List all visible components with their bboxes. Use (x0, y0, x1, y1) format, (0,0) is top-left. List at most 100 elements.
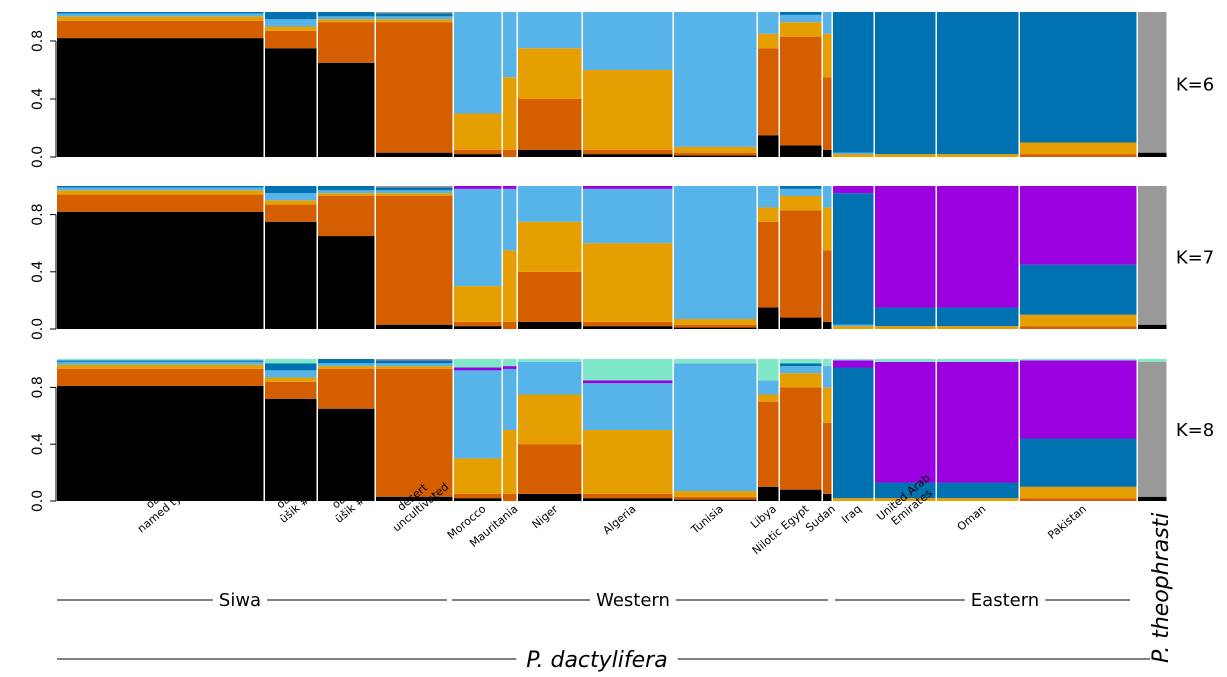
segment (57, 211, 264, 329)
segment (823, 149, 832, 157)
segment (454, 154, 502, 157)
segment (1138, 324, 1167, 329)
segment (376, 187, 453, 191)
segment (674, 155, 757, 157)
segment (583, 149, 673, 155)
segment (57, 187, 264, 191)
segment (503, 186, 517, 189)
segment (937, 498, 1019, 501)
segment (833, 326, 874, 329)
segment (57, 368, 264, 386)
segment (318, 196, 375, 237)
segment (454, 188, 502, 287)
region-label: Siwa (219, 590, 261, 611)
y-tick-label: 0.8 (30, 376, 46, 398)
segment (518, 12, 582, 49)
segment (833, 324, 874, 327)
segment (875, 154, 936, 157)
segment (318, 363, 375, 367)
segment (265, 377, 317, 382)
segment (57, 360, 264, 362)
segment (1138, 359, 1167, 362)
segment (1138, 12, 1167, 153)
segment (518, 394, 582, 445)
segment (875, 482, 936, 499)
segment (454, 12, 502, 114)
segment (376, 359, 453, 361)
segment (1020, 438, 1137, 487)
segment (265, 363, 317, 371)
y-tick-label: 0.4 (30, 261, 46, 283)
segment (833, 12, 874, 153)
segment (758, 401, 779, 487)
x-tick-label: Iraq (839, 502, 864, 526)
species-label: P. dactylifera (526, 648, 667, 673)
segment (454, 326, 502, 329)
segment (318, 19, 375, 23)
segment (57, 13, 264, 17)
segment (823, 493, 832, 501)
segment (265, 370, 317, 378)
segment (1020, 486, 1137, 499)
segment (518, 48, 582, 99)
segment (674, 327, 757, 329)
segment (318, 22, 375, 63)
segment (875, 12, 936, 155)
segment (57, 364, 264, 369)
segment (937, 307, 1019, 327)
segment (265, 200, 317, 205)
segment (454, 186, 502, 189)
segment (780, 188, 822, 197)
segment (265, 30, 317, 49)
segment (583, 498, 673, 501)
segment (780, 145, 822, 157)
segment (265, 12, 317, 20)
segment (875, 498, 936, 501)
segment (376, 196, 453, 325)
segment (758, 359, 779, 381)
segment (518, 493, 582, 501)
segment (1138, 152, 1167, 157)
segment (454, 113, 502, 150)
segment (518, 361, 582, 395)
segment (518, 359, 582, 362)
segment (57, 385, 264, 501)
segment (376, 16, 453, 20)
segment (265, 398, 317, 501)
segment (937, 154, 1019, 157)
segment (875, 326, 936, 329)
y-tick-label: 0.8 (30, 203, 46, 225)
segment (503, 321, 517, 329)
segment (937, 482, 1019, 499)
segment (674, 12, 757, 147)
segment (833, 360, 874, 368)
segment (265, 19, 317, 27)
segment (1138, 186, 1167, 325)
segment (503, 250, 517, 322)
panel-label: K=6 (1176, 75, 1214, 96)
segment (1020, 314, 1137, 327)
segment (583, 186, 673, 189)
segment (674, 146, 757, 153)
segment (318, 62, 375, 157)
segment (518, 186, 582, 222)
segment (833, 186, 874, 194)
species-label: P. theophrasti (1149, 513, 1174, 663)
segment (875, 186, 936, 308)
segment (454, 458, 502, 494)
segment (823, 422, 832, 494)
segment (758, 307, 779, 329)
region-label: Western (596, 590, 670, 611)
x-tick-label: Oman (955, 502, 989, 533)
segment (265, 359, 317, 364)
segment (454, 370, 502, 459)
segment (265, 193, 317, 201)
segment (57, 12, 264, 14)
segment (57, 38, 264, 157)
segment (583, 243, 673, 322)
segment (265, 204, 317, 222)
segment (376, 152, 453, 157)
segment (823, 186, 832, 208)
y-tick-label: 0.0 (30, 490, 46, 512)
